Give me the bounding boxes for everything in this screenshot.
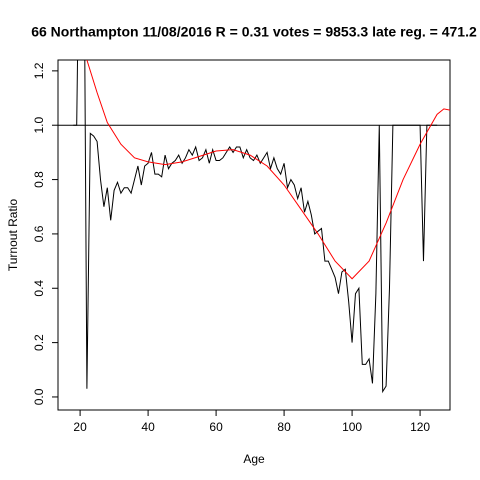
chart-title: 66 Northampton 11/08/2016 R = 0.31 votes… — [31, 24, 477, 40]
y-tick-label: 0.4 — [32, 280, 46, 297]
series-line — [73, 60, 438, 394]
plot-frame — [57, 59, 451, 411]
y-tick-label: 1.0 — [32, 117, 46, 134]
y-tick-label: 0.8 — [32, 171, 46, 188]
x-tick-label: 20 — [73, 420, 87, 434]
series-line — [86, 60, 450, 280]
x-tick-label: 100 — [342, 420, 362, 434]
y-axis-label: Turnout Ratio — [6, 199, 20, 272]
plot-area — [58, 60, 450, 394]
y-tick-label: 0.2 — [32, 334, 46, 351]
x-tick-label: 60 — [209, 420, 223, 434]
x-axis-label: Age — [243, 452, 265, 466]
y-tick-label: 0.0 — [32, 388, 46, 405]
y-tick-label: 1.2 — [32, 62, 46, 79]
x-tick-label: 40 — [141, 420, 155, 434]
x-tick-label: 80 — [277, 420, 291, 434]
y-tick-label: 0.6 — [32, 225, 46, 242]
x-tick-label: 120 — [410, 420, 430, 434]
